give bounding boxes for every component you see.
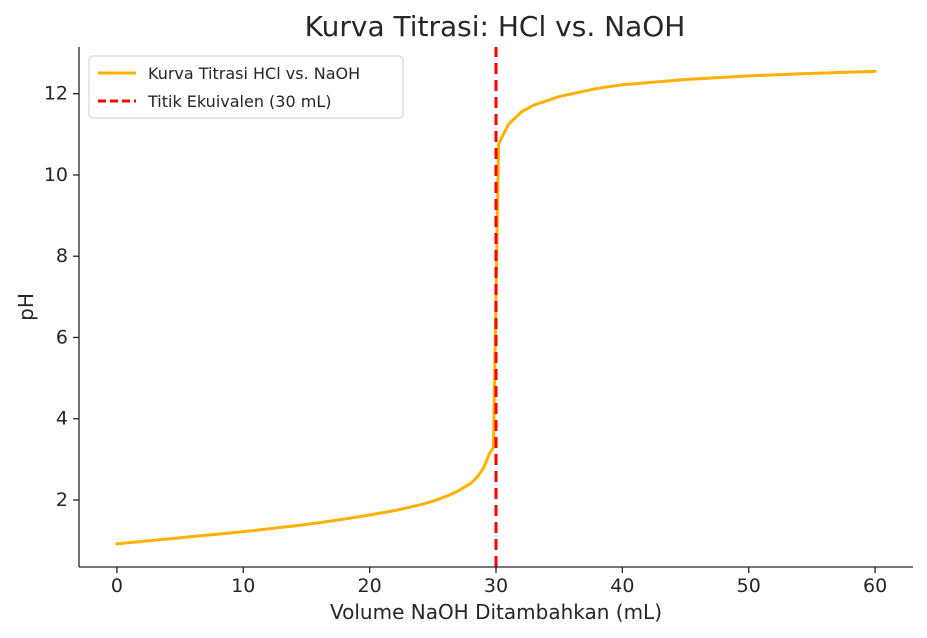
legend-box <box>88 55 404 119</box>
chart-title: Kurva Titrasi: HCl vs. NaOH <box>305 10 686 43</box>
titration-curve-point <box>267 527 270 530</box>
titration-curve-point <box>457 490 460 493</box>
titration-curve-point <box>874 70 877 73</box>
titration-curve-point <box>558 95 561 98</box>
titration-curve-point <box>533 104 536 107</box>
titration-curve-point <box>318 521 321 524</box>
titration-curve-point <box>217 533 220 536</box>
titration-curve-point <box>394 509 397 512</box>
titration-curve-point <box>444 495 447 498</box>
legend: Kurva Titrasi HCl vs. NaOH Titik Ekuival… <box>88 55 404 119</box>
legend-label-equivalence-point: Titik Ekuivalen (30 mL) <box>147 92 331 111</box>
legend-item-titration-curve: Kurva Titrasi HCl vs. NaOH <box>98 64 360 83</box>
x-tick-label-50: 50 <box>737 575 761 597</box>
titration-curve-point <box>520 111 523 114</box>
titration-curve-point <box>488 452 491 455</box>
x-tick-label-20: 20 <box>358 575 382 597</box>
titration-curve-point <box>495 295 498 298</box>
equivalence-point-marker <box>495 46 498 49</box>
y-tick-label-4: 4 <box>56 408 68 430</box>
plot-area <box>78 46 913 568</box>
y-axis: 2 4 6 8 10 12 <box>44 83 79 511</box>
titration-curve-line <box>115 69 877 546</box>
titration-curve-point <box>191 535 194 538</box>
titration-curve-point <box>747 74 750 77</box>
x-tick-label-30: 30 <box>484 575 508 597</box>
titration-curve-point <box>476 476 479 479</box>
titration-curve-point <box>811 72 814 75</box>
titration-curve-point <box>469 482 472 485</box>
x-tick-label-60: 60 <box>863 575 887 597</box>
titration-curve-point <box>497 143 500 146</box>
y-axis-title: pH <box>14 293 38 321</box>
titration-curve-point <box>501 135 504 138</box>
titration-curve-point <box>684 78 687 81</box>
titration-curve-point <box>419 503 422 506</box>
x-tick-label-10: 10 <box>231 575 255 597</box>
titration-curve-point <box>343 518 346 521</box>
legend-item-equivalence-point: Titik Ekuivalen (30 mL) <box>98 92 331 111</box>
titration-curve-point <box>292 525 295 528</box>
y-tick-label-10: 10 <box>44 164 68 186</box>
y-tick-label-2: 2 <box>56 489 68 511</box>
titration-curve-point <box>596 87 599 90</box>
x-tick-label-0: 0 <box>111 575 123 597</box>
titration-curve-point <box>141 540 144 543</box>
titration-curve-point <box>368 514 371 517</box>
series-layer <box>115 46 877 567</box>
titration-curve-point <box>431 500 434 503</box>
titration-curve-point <box>242 530 245 533</box>
titration-curve-point <box>116 542 119 545</box>
titration-curve-point <box>507 123 510 126</box>
x-axis: 0 10 20 30 40 50 60 <box>111 567 887 597</box>
titration-curve-point <box>621 83 624 86</box>
legend-label-titration-curve: Kurva Titrasi HCl vs. NaOH <box>148 64 360 83</box>
x-tick-label-40: 40 <box>610 575 634 597</box>
titration-curve-point <box>492 446 495 449</box>
titration-curve-point <box>482 467 485 470</box>
y-tick-label-8: 8 <box>56 245 68 267</box>
y-tick-label-12: 12 <box>44 83 68 105</box>
titration-curve-point <box>166 538 169 541</box>
x-axis-title: Volume NaOH Ditambahkan (mL) <box>330 600 662 624</box>
y-tick-label-6: 6 <box>56 326 68 348</box>
